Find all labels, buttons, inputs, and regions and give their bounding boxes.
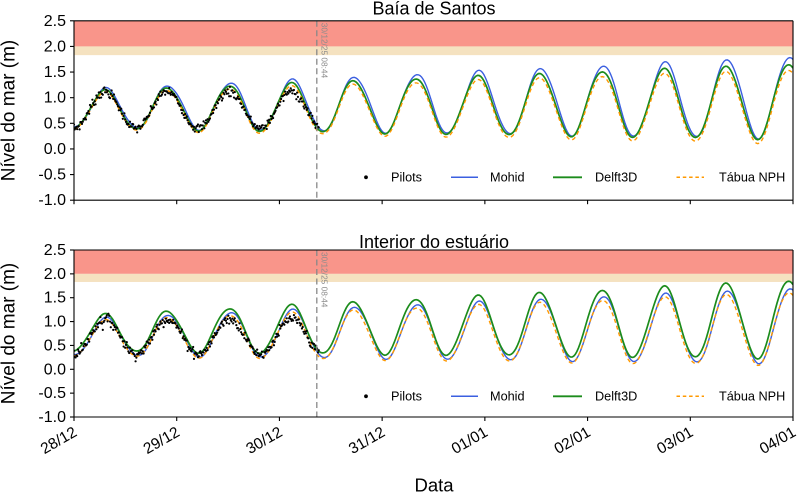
- svg-text:Delft3D: Delft3D: [595, 170, 637, 184]
- svg-text:0.0: 0.0: [44, 361, 66, 378]
- svg-text:0.0: 0.0: [44, 141, 66, 158]
- svg-text:1.0: 1.0: [44, 314, 66, 331]
- svg-text:-0.5: -0.5: [38, 167, 66, 184]
- svg-text:Interior do estuário: Interior do estuário: [359, 232, 509, 252]
- svg-text:-0.5: -0.5: [38, 385, 66, 402]
- svg-text:Pilots: Pilots: [391, 389, 422, 403]
- svg-text:0.5: 0.5: [44, 337, 66, 354]
- svg-text:Tábua NPH: Tábua NPH: [719, 389, 785, 403]
- svg-text:2.0: 2.0: [44, 266, 66, 283]
- svg-text:1.5: 1.5: [44, 64, 66, 81]
- svg-text:Mohid: Mohid: [490, 170, 525, 184]
- svg-text:Nível do mar (m): Nível do mar (m): [0, 40, 20, 181]
- svg-text:1.0: 1.0: [44, 90, 66, 107]
- svg-text:Tábua NPH: Tábua NPH: [719, 170, 785, 184]
- svg-text:Nível do mar (m): Nível do mar (m): [0, 263, 20, 404]
- svg-text:Delft3D: Delft3D: [595, 389, 637, 403]
- svg-text:2.5: 2.5: [44, 242, 66, 259]
- svg-text:Pilots: Pilots: [391, 170, 422, 184]
- svg-text:Data: Data: [414, 475, 454, 496]
- svg-text:Baía de Santos: Baía de Santos: [372, 0, 495, 19]
- svg-text:30/12/25 08:44: 30/12/25 08:44: [319, 23, 329, 79]
- svg-text:-1.0: -1.0: [38, 192, 66, 209]
- svg-text:Mohid: Mohid: [490, 389, 525, 403]
- svg-text:1.5: 1.5: [44, 290, 66, 307]
- svg-text:2.5: 2.5: [44, 13, 66, 30]
- svg-text:-1.0: -1.0: [38, 409, 66, 426]
- svg-text:2.0: 2.0: [44, 38, 66, 55]
- svg-text:0.5: 0.5: [44, 115, 66, 132]
- svg-text:30/12/25 08:44: 30/12/25 08:44: [319, 252, 329, 308]
